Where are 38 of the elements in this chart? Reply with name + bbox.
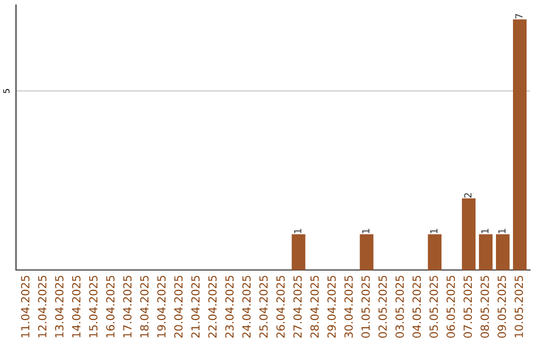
x-tick-label: 14.04.2025	[72, 276, 80, 338]
x-tick-label: 06.05.2025	[446, 276, 455, 338]
x-tick-label: 01.05.2025	[361, 276, 370, 338]
x-tick-label: 15.04.2025	[89, 276, 98, 338]
x-tick-label: 20.04.2025	[174, 276, 183, 338]
x-tick-label: 22.04.2025	[208, 276, 217, 338]
x-tick-label: 23.04.2025	[225, 276, 234, 338]
x-tick-label: 19.04.2025	[157, 276, 166, 338]
x-tick-label: 05.05.2025	[430, 276, 438, 338]
x-tick-label: 02.05.2025	[378, 276, 387, 338]
x-tick-label: 09.05.2025	[498, 276, 506, 338]
x-tick-label: 04.05.2025	[412, 276, 421, 338]
data-label: 1	[362, 228, 370, 234]
x-tick-label: 11.04.2025	[21, 276, 30, 338]
x-tick-label: 13.04.2025	[55, 276, 64, 338]
x-tick-label: 10.05.2025	[514, 276, 524, 338]
data-label: 1	[294, 228, 302, 234]
x-tick-label: 26.04.2025	[276, 276, 285, 338]
x-tick-label: 08.05.2025	[480, 276, 489, 338]
x-tick-label: 28.04.2025	[310, 276, 319, 338]
x-tick-label: 16.04.2025	[106, 276, 115, 338]
x-tick-label: 24.04.2025	[242, 276, 251, 338]
x-tick-label: 12.04.2025	[38, 276, 46, 338]
x-tick-label: 27.04.2025	[293, 276, 302, 338]
data-label: 1	[498, 228, 506, 234]
data-label: 1	[430, 228, 438, 234]
data-label: 1	[481, 228, 488, 234]
x-tick-label: 17.04.2025	[123, 276, 132, 338]
y-tick-label: 5	[3, 89, 10, 93]
x-tick-label: 18.04.2025	[140, 276, 149, 338]
x-tick-label: 21.04.2025	[191, 276, 200, 338]
data-label: 2	[464, 193, 472, 198]
x-tick-label: 07.05.2025	[464, 276, 472, 338]
x-tick-label: 29.04.2025	[327, 276, 336, 338]
data-label: 7	[515, 14, 522, 19]
x-tick-label: 25.04.2025	[259, 276, 268, 338]
x-tick-label: 30.04.2025	[344, 276, 353, 338]
x-tick-label: 03.05.2025	[395, 276, 404, 338]
